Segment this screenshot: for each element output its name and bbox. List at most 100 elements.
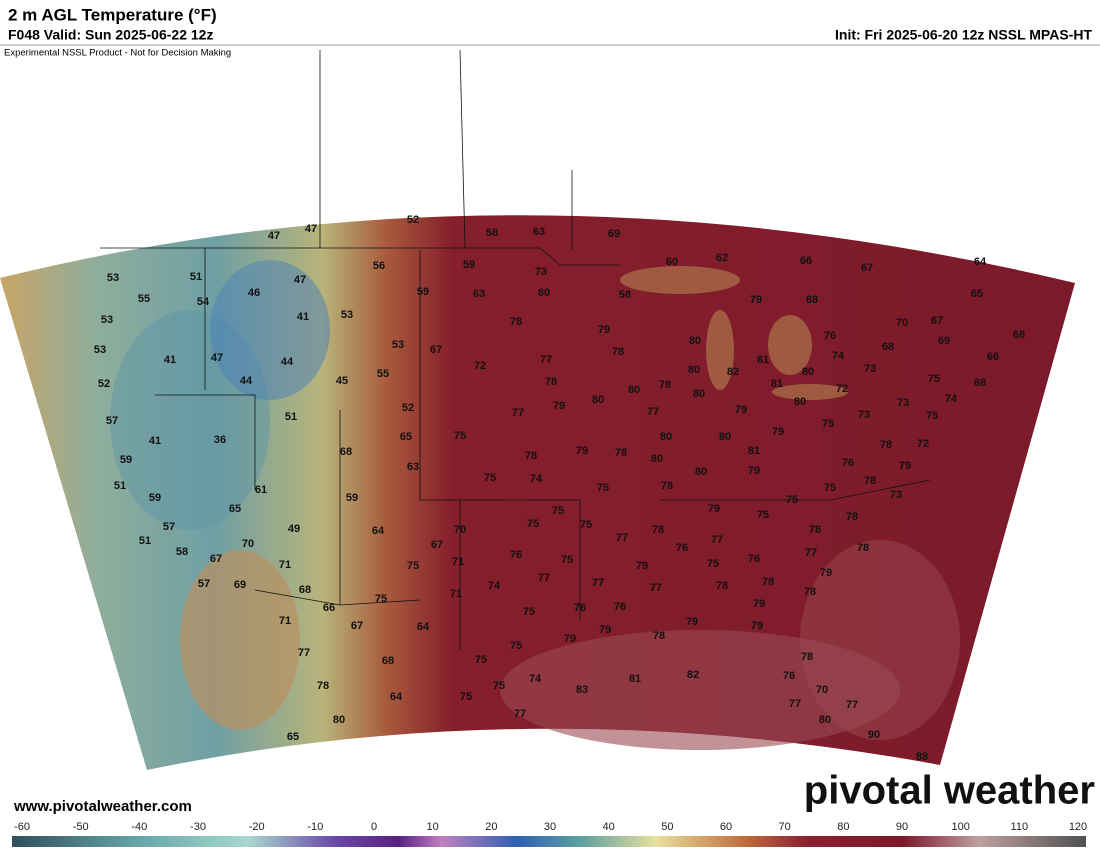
temperature-value: 79 xyxy=(576,445,588,457)
temperature-value: 51 xyxy=(114,480,126,492)
temperature-value: 76 xyxy=(842,457,854,469)
temperature-value: 53 xyxy=(94,344,106,356)
temperature-value: 68 xyxy=(882,341,894,353)
temperature-value: 77 xyxy=(650,582,662,594)
temperature-value: 75 xyxy=(824,482,836,494)
temperature-value: 75 xyxy=(527,518,539,530)
temperature-value: 70 xyxy=(816,684,828,696)
colorbar-tick-label: 90 xyxy=(896,821,908,833)
temperature-value: 59 xyxy=(463,259,475,271)
temperature-value: 78 xyxy=(846,511,858,523)
temperature-value: 41 xyxy=(164,354,176,366)
temperature-value: 64 xyxy=(417,621,430,633)
temperature-value: 51 xyxy=(285,411,297,423)
temperature-value: 62 xyxy=(716,252,728,264)
temperature-value: 79 xyxy=(636,560,648,572)
temperature-value: 80 xyxy=(592,394,604,406)
temperature-value: 74 xyxy=(488,580,501,592)
temperature-value: 80 xyxy=(794,396,806,408)
temperature-value: 52 xyxy=(407,214,419,226)
temperature-value: 66 xyxy=(800,255,812,267)
temperature-value: 70 xyxy=(896,317,908,329)
temperature-value: 52 xyxy=(98,378,110,390)
temperature-value: 77 xyxy=(647,406,659,418)
temperature-value: 75 xyxy=(484,472,496,484)
temperature-value: 77 xyxy=(298,647,310,659)
colorbar-ticks: -60 -50 -40 -30 -20 -10 0 10 20 30 40 50 60 70 80 90 100… xyxy=(14,821,1087,833)
temperature-value: 78 xyxy=(762,576,774,588)
temperature-value: 77 xyxy=(846,699,858,711)
colorbar-tick-label: -20 xyxy=(249,821,265,833)
temperature-value: 66 xyxy=(987,351,999,363)
temperature-value: 79 xyxy=(599,624,611,636)
temperature-value: 74 xyxy=(832,350,845,362)
temperature-value: 78 xyxy=(510,316,522,328)
temperature-value: 64 xyxy=(974,256,987,268)
temperature-value: 80 xyxy=(538,287,550,299)
temperature-value: 77 xyxy=(789,698,801,710)
temperature-value: 69 xyxy=(938,335,950,347)
temperature-value: 77 xyxy=(540,354,552,366)
temperature-value: 75 xyxy=(561,554,573,566)
temperature-value: 73 xyxy=(864,363,876,375)
colorbar-tick-label: 40 xyxy=(603,821,615,833)
temperature-value: 67 xyxy=(210,553,222,565)
temperature-value: 83 xyxy=(576,684,588,696)
temperature-value: 65 xyxy=(229,503,241,515)
temperature-value: 81 xyxy=(757,354,769,366)
temperature-value: 79 xyxy=(748,465,760,477)
temperature-value: 41 xyxy=(297,311,309,323)
temperature-value: 79 xyxy=(598,324,610,336)
temperature-value: 72 xyxy=(474,360,486,372)
temperature-value: 64 xyxy=(390,691,403,703)
temperature-value: 65 xyxy=(971,288,983,300)
website: www.pivotalweather.com xyxy=(13,798,192,815)
temperature-value: 61 xyxy=(255,484,267,496)
temperature-value: 75 xyxy=(786,494,798,506)
temperature-value: 68 xyxy=(1013,329,1025,341)
colorbar-tick-label: -50 xyxy=(73,821,89,833)
colorbar-tick-label: -10 xyxy=(307,821,323,833)
temperature-value: 79 xyxy=(753,598,765,610)
temperature-value: 80 xyxy=(802,366,814,378)
temperature-value: 68 xyxy=(382,655,394,667)
temperature-value: 53 xyxy=(107,272,119,284)
disclaimer: Experimental NSSL Product - Not for Deci… xyxy=(4,48,231,59)
temperature-value: 78 xyxy=(880,439,892,451)
temperature-value: 79 xyxy=(772,426,784,438)
temperature-value: 90 xyxy=(868,729,880,741)
temperature-value: 74 xyxy=(530,473,543,485)
header-bar xyxy=(0,0,1100,45)
temperature-value: 77 xyxy=(538,572,550,584)
temperature-value: 73 xyxy=(897,397,909,409)
colorbar-tick-label: 30 xyxy=(544,821,556,833)
temperature-value: 75 xyxy=(928,373,940,385)
temperature-value: 71 xyxy=(279,559,291,571)
temperature-value: 78 xyxy=(661,480,673,492)
temperature-value: 77 xyxy=(805,547,817,559)
temperature-value: 59 xyxy=(149,492,161,504)
temperature-value: 79 xyxy=(899,460,911,472)
colorbar-tick-label: -30 xyxy=(190,821,206,833)
temperature-value: 57 xyxy=(163,521,175,533)
temperature-value: 72 xyxy=(917,438,929,450)
temperature-value: 45 xyxy=(336,375,348,387)
temperature-value: 79 xyxy=(750,294,762,306)
temperature-value: 44 xyxy=(281,356,294,368)
temperature-value: 49 xyxy=(288,523,300,535)
temperature-value: 47 xyxy=(211,352,223,364)
temperature-value: 78 xyxy=(804,586,816,598)
temperature-labels: 52 47 47 58 63 69 60 62 66 67 64 65 53 51 47 56 59 73 55 54… xyxy=(94,214,1025,763)
temperature-value: 70 xyxy=(242,538,254,550)
init-time: Init: Fri 2025-06-20 12z NSSL MPAS-HT xyxy=(835,27,1092,43)
temperature-value: 73 xyxy=(890,489,902,501)
temperature-value: 81 xyxy=(629,673,641,685)
temperature-value: 80 xyxy=(695,466,707,478)
temperature-value: 76 xyxy=(783,670,795,682)
temperature-value: 78 xyxy=(317,680,329,692)
temperature-value: 36 xyxy=(214,434,226,446)
temperature-value: 75 xyxy=(552,505,564,517)
temperature-value: 67 xyxy=(931,315,943,327)
borders xyxy=(100,49,931,650)
temperature-value: 56 xyxy=(373,260,385,272)
